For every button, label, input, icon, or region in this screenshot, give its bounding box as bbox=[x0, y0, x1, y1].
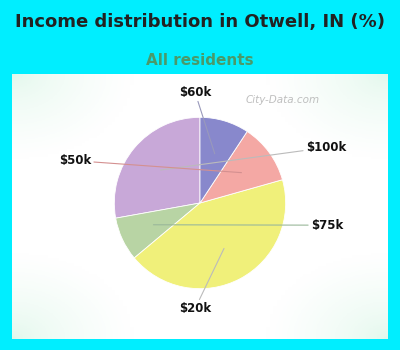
Wedge shape bbox=[200, 132, 282, 203]
Text: All residents: All residents bbox=[146, 52, 254, 68]
Text: $100k: $100k bbox=[160, 141, 346, 170]
Text: Income distribution in Otwell, IN (%): Income distribution in Otwell, IN (%) bbox=[15, 13, 385, 30]
Text: $60k: $60k bbox=[179, 86, 215, 154]
Text: $20k: $20k bbox=[179, 248, 224, 315]
Text: $75k: $75k bbox=[154, 219, 343, 232]
Wedge shape bbox=[116, 203, 200, 258]
Wedge shape bbox=[200, 117, 247, 203]
Text: $50k: $50k bbox=[59, 154, 242, 173]
Wedge shape bbox=[114, 117, 200, 218]
Wedge shape bbox=[134, 180, 286, 289]
Text: City-Data.com: City-Data.com bbox=[246, 95, 320, 105]
